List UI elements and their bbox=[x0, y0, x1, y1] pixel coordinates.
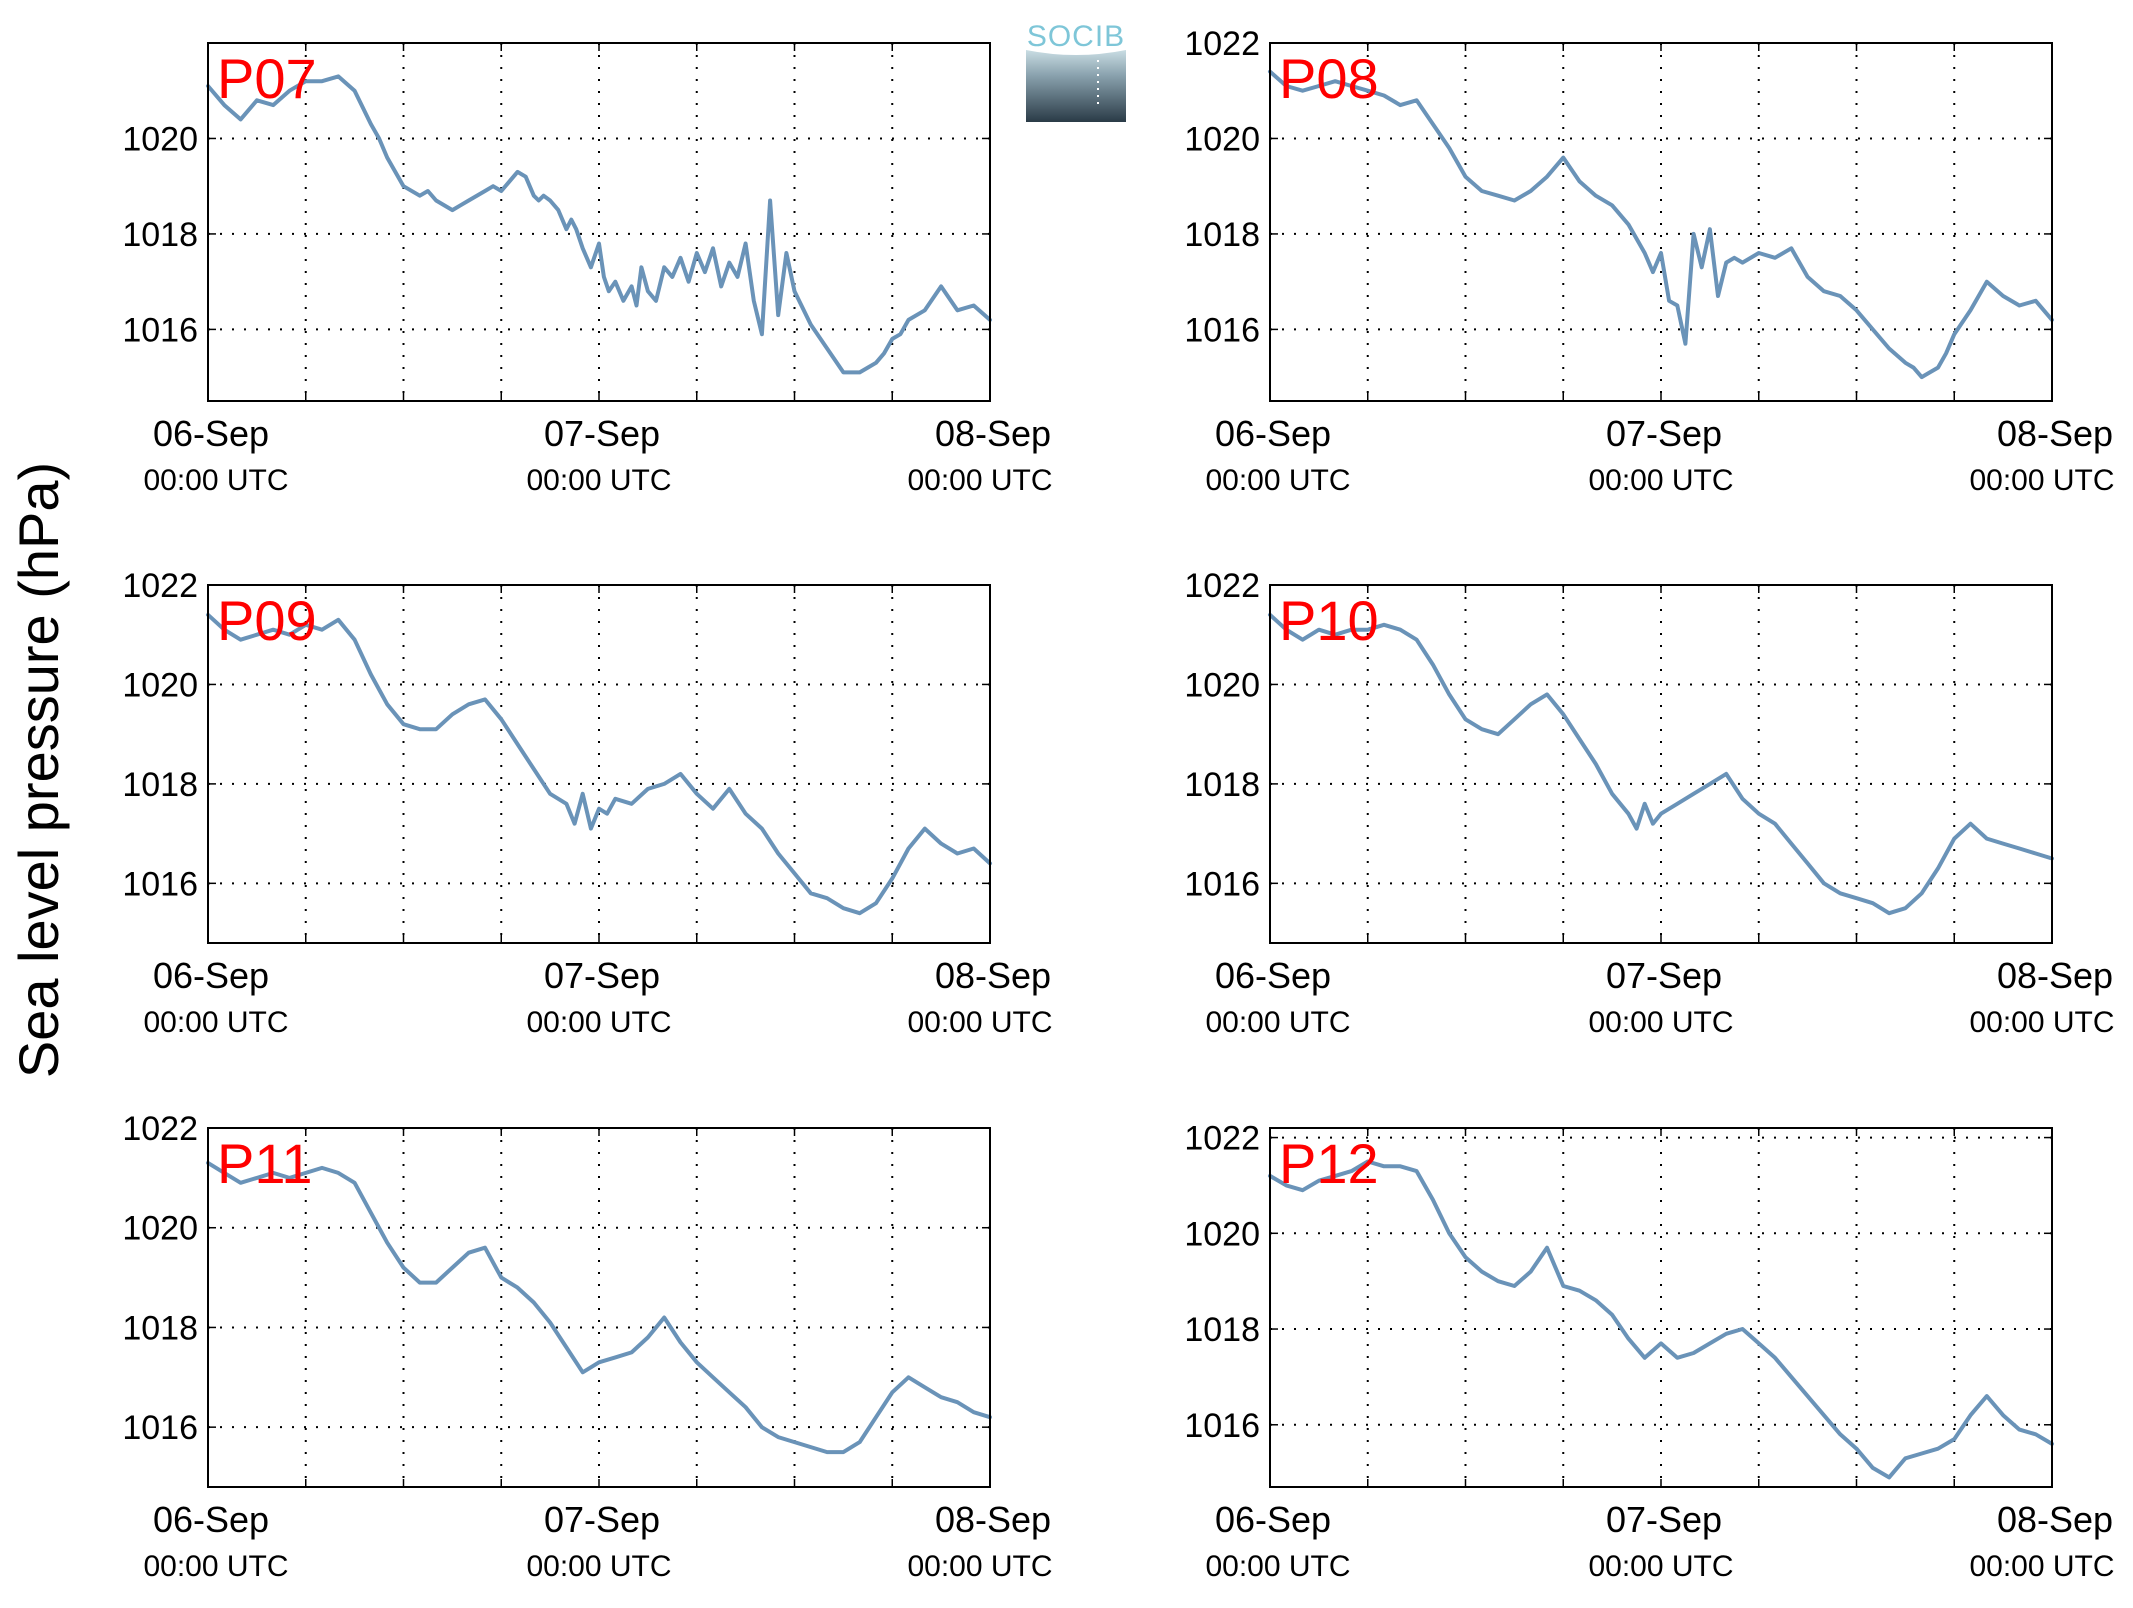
x-tick-sublabel: 00:00 UTC bbox=[1969, 1550, 2114, 1583]
x-tick-sublabel: 00:00 UTC bbox=[907, 464, 1052, 497]
station-label: P10 bbox=[1279, 589, 1379, 652]
x-tick-label: 08-Sep bbox=[935, 413, 1051, 454]
x-tick-sublabel: 00:00 UTC bbox=[907, 1550, 1052, 1583]
station-label: P11 bbox=[217, 1132, 312, 1195]
axes-frame bbox=[207, 1127, 991, 1488]
x-tick-label: 06-Sep bbox=[1215, 1499, 1331, 1540]
axes-frame bbox=[1269, 42, 2053, 402]
x-tick-label: 07-Sep bbox=[1606, 955, 1722, 996]
y-tick-label: 1022 bbox=[122, 1110, 198, 1148]
x-tick-label: 07-Sep bbox=[1606, 1499, 1722, 1540]
station-label: P07 bbox=[217, 47, 317, 110]
y-tick-label: 1022 bbox=[1184, 25, 1260, 63]
x-tick-label: 07-Sep bbox=[1606, 413, 1722, 454]
y-tick-label: 1020 bbox=[122, 666, 198, 704]
x-tick-label: 08-Sep bbox=[935, 955, 1051, 996]
panel-p09: 1016 1018 1020 1022 06-Sep 00:00 UTC 07-Sep 00:… bbox=[122, 567, 1052, 1039]
station-label: P09 bbox=[217, 589, 317, 652]
x-tick-sublabel: 00:00 UTC bbox=[907, 1006, 1052, 1039]
y-axis-label: Sea level pressure (hPa) bbox=[7, 462, 70, 1078]
x-tick-label: 06-Sep bbox=[153, 1499, 269, 1540]
axes-frame bbox=[1269, 1127, 2053, 1488]
pressure-line-p10 bbox=[1268, 612, 2054, 916]
y-tick-label: 1018 bbox=[122, 216, 198, 254]
x-tick-sublabel: 00:00 UTC bbox=[143, 1006, 288, 1039]
y-tick-label: 1020 bbox=[1184, 1215, 1260, 1253]
panel-p11: 1016 1018 1020 1022 06-Sep 00:00 UTC 07-Sep 00:… bbox=[122, 1110, 1052, 1583]
x-tick-label: 06-Sep bbox=[153, 955, 269, 996]
y-tick-label: 1016 bbox=[122, 311, 198, 349]
x-tick-label: 08-Sep bbox=[1997, 1499, 2113, 1540]
x-tick-sublabel: 00:00 UTC bbox=[526, 1550, 671, 1583]
x-tick-label: 06-Sep bbox=[153, 413, 269, 454]
y-tick-label: 1018 bbox=[122, 766, 198, 804]
pressure-line-p08 bbox=[1268, 69, 2054, 380]
panel-p07: 1016 1018 1020 06-Sep 00:00 UTC 07-Sep 00:00 U… bbox=[122, 42, 1053, 497]
y-tick-label: 1018 bbox=[1184, 766, 1260, 804]
x-tick-label: 08-Sep bbox=[1997, 955, 2113, 996]
y-tick-label: 1020 bbox=[1184, 120, 1260, 158]
x-tick-label: 08-Sep bbox=[935, 1499, 1051, 1540]
x-tick-sublabel: 00:00 UTC bbox=[1969, 464, 2114, 497]
y-tick-label: 1022 bbox=[122, 567, 198, 605]
y-tick-label: 1022 bbox=[1184, 1120, 1260, 1158]
y-tick-label: 1016 bbox=[1184, 865, 1260, 903]
axes-frame bbox=[1269, 584, 2053, 944]
x-tick-sublabel: 00:00 UTC bbox=[1205, 464, 1350, 497]
y-tick-label: 1022 bbox=[1184, 567, 1260, 605]
axes-frame bbox=[207, 584, 991, 944]
x-tick-label: 08-Sep bbox=[1997, 413, 2113, 454]
y-tick-label: 1020 bbox=[122, 1210, 198, 1248]
socib-logo: SOCIB bbox=[1026, 20, 1126, 122]
y-tick-label: 1016 bbox=[122, 1409, 198, 1447]
x-tick-sublabel: 00:00 UTC bbox=[526, 464, 671, 497]
x-tick-sublabel: 00:00 UTC bbox=[1205, 1550, 1350, 1583]
y-tick-label: 1018 bbox=[1184, 216, 1260, 254]
axes-frame bbox=[207, 42, 991, 402]
station-label: P12 bbox=[1279, 1132, 1379, 1195]
x-tick-label: 07-Sep bbox=[544, 955, 660, 996]
pressure-line-p11 bbox=[206, 1160, 992, 1455]
pressure-line-p09 bbox=[206, 612, 992, 916]
y-tick-label: 1016 bbox=[1184, 311, 1260, 349]
y-tick-label: 1020 bbox=[122, 120, 198, 158]
x-tick-label: 07-Sep bbox=[544, 1499, 660, 1540]
y-tick-label: 1020 bbox=[1184, 666, 1260, 704]
x-tick-label: 06-Sep bbox=[1215, 955, 1331, 996]
x-tick-sublabel: 00:00 UTC bbox=[526, 1006, 671, 1039]
socib-logo-text: SOCIB bbox=[1027, 20, 1125, 53]
y-tick-label: 1018 bbox=[122, 1309, 198, 1347]
x-tick-sublabel: 00:00 UTC bbox=[143, 1550, 288, 1583]
x-tick-label: 07-Sep bbox=[544, 413, 660, 454]
panel-p08: 1016 1018 1020 1022 06-Sep 00:00 UTC 07-Sep 00:… bbox=[1184, 25, 2114, 497]
panel-p10: 1016 1018 1020 1022 06-Sep 00:00 UTC 07-Sep 00:… bbox=[1184, 567, 2114, 1039]
station-label: P08 bbox=[1279, 47, 1379, 110]
x-tick-sublabel: 00:00 UTC bbox=[143, 464, 288, 497]
pressure-line-p12 bbox=[1268, 1159, 2054, 1480]
x-tick-sublabel: 00:00 UTC bbox=[1588, 1550, 1733, 1583]
x-tick-sublabel: 00:00 UTC bbox=[1588, 464, 1733, 497]
y-tick-label: 1016 bbox=[1184, 1407, 1260, 1445]
x-tick-label: 06-Sep bbox=[1215, 413, 1331, 454]
x-tick-sublabel: 00:00 UTC bbox=[1969, 1006, 2114, 1039]
panel-p12: 1016 1018 1020 1022 06-Sep 00:00 UTC 07-Sep 00:… bbox=[1184, 1120, 2114, 1583]
x-tick-sublabel: 00:00 UTC bbox=[1588, 1006, 1733, 1039]
y-tick-label: 1018 bbox=[1184, 1311, 1260, 1349]
pressure-line-p07 bbox=[206, 74, 992, 375]
y-tick-label: 1016 bbox=[122, 865, 198, 903]
x-tick-sublabel: 00:00 UTC bbox=[1205, 1006, 1350, 1039]
